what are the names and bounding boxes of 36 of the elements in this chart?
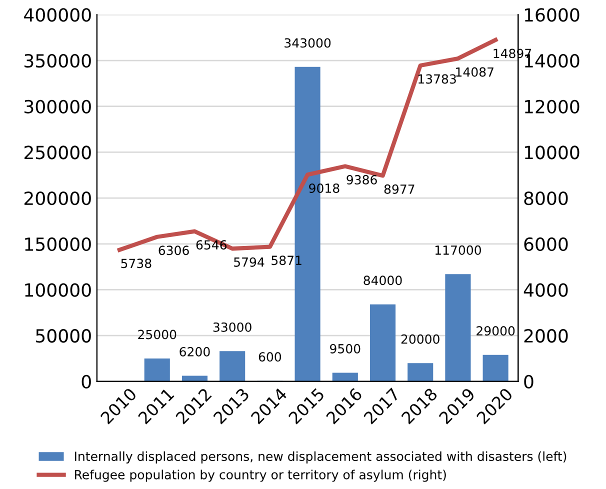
data-label: 13783 [418, 74, 456, 84]
y-tick-label: 250000 [24, 146, 91, 160]
y2-tick-label: 4000 [524, 283, 568, 297]
y-tick-label: 400000 [24, 8, 91, 22]
data-label: 33000 [213, 322, 252, 332]
y-tick-label: 200000 [24, 192, 91, 206]
y2-tick-label: 2000 [524, 329, 568, 343]
y-tick-label: 350000 [24, 54, 91, 68]
legend-label: Internally displaced persons, new displacement associated with disasters (left) [75, 451, 566, 464]
y-tick-label: 100000 [25, 283, 91, 297]
y2-tick-label: 6000 [524, 237, 568, 252]
y2-tick-label: 8000 [524, 192, 568, 206]
data-label: 84000 [364, 276, 402, 286]
y2-tick-label: 12000 [524, 100, 580, 114]
y-tick-label: 50000 [36, 329, 91, 343]
data-label: 5738 [121, 258, 152, 268]
y-tick-label: 150000 [25, 237, 91, 252]
y2-tick-label: 16000 [524, 8, 580, 22]
data-label: 6200 [180, 347, 210, 356]
data-label: 20000 [401, 334, 440, 344]
legend-label: Refugee population by country or territory of asylum (right) [75, 470, 446, 482]
data-label: 6306 [158, 246, 189, 256]
data-label: 29000 [476, 326, 515, 336]
data-label: 600 [258, 352, 282, 362]
data-label: 5794 [234, 257, 264, 267]
y-tick-label: 300000 [24, 100, 91, 114]
data-label: 25000 [138, 330, 176, 340]
y-tick-label: 0 [82, 374, 91, 389]
y2-tick-label: 10000 [524, 146, 580, 160]
data-label: 117000 [435, 245, 481, 255]
data-label: 14087 [456, 67, 494, 77]
data-label: 8977 [384, 184, 414, 194]
y2-tick-label: 0 [524, 374, 534, 389]
data-label: 9386 [346, 175, 377, 185]
data-label: 9500 [330, 344, 360, 354]
data-label: 343000 [284, 38, 331, 48]
